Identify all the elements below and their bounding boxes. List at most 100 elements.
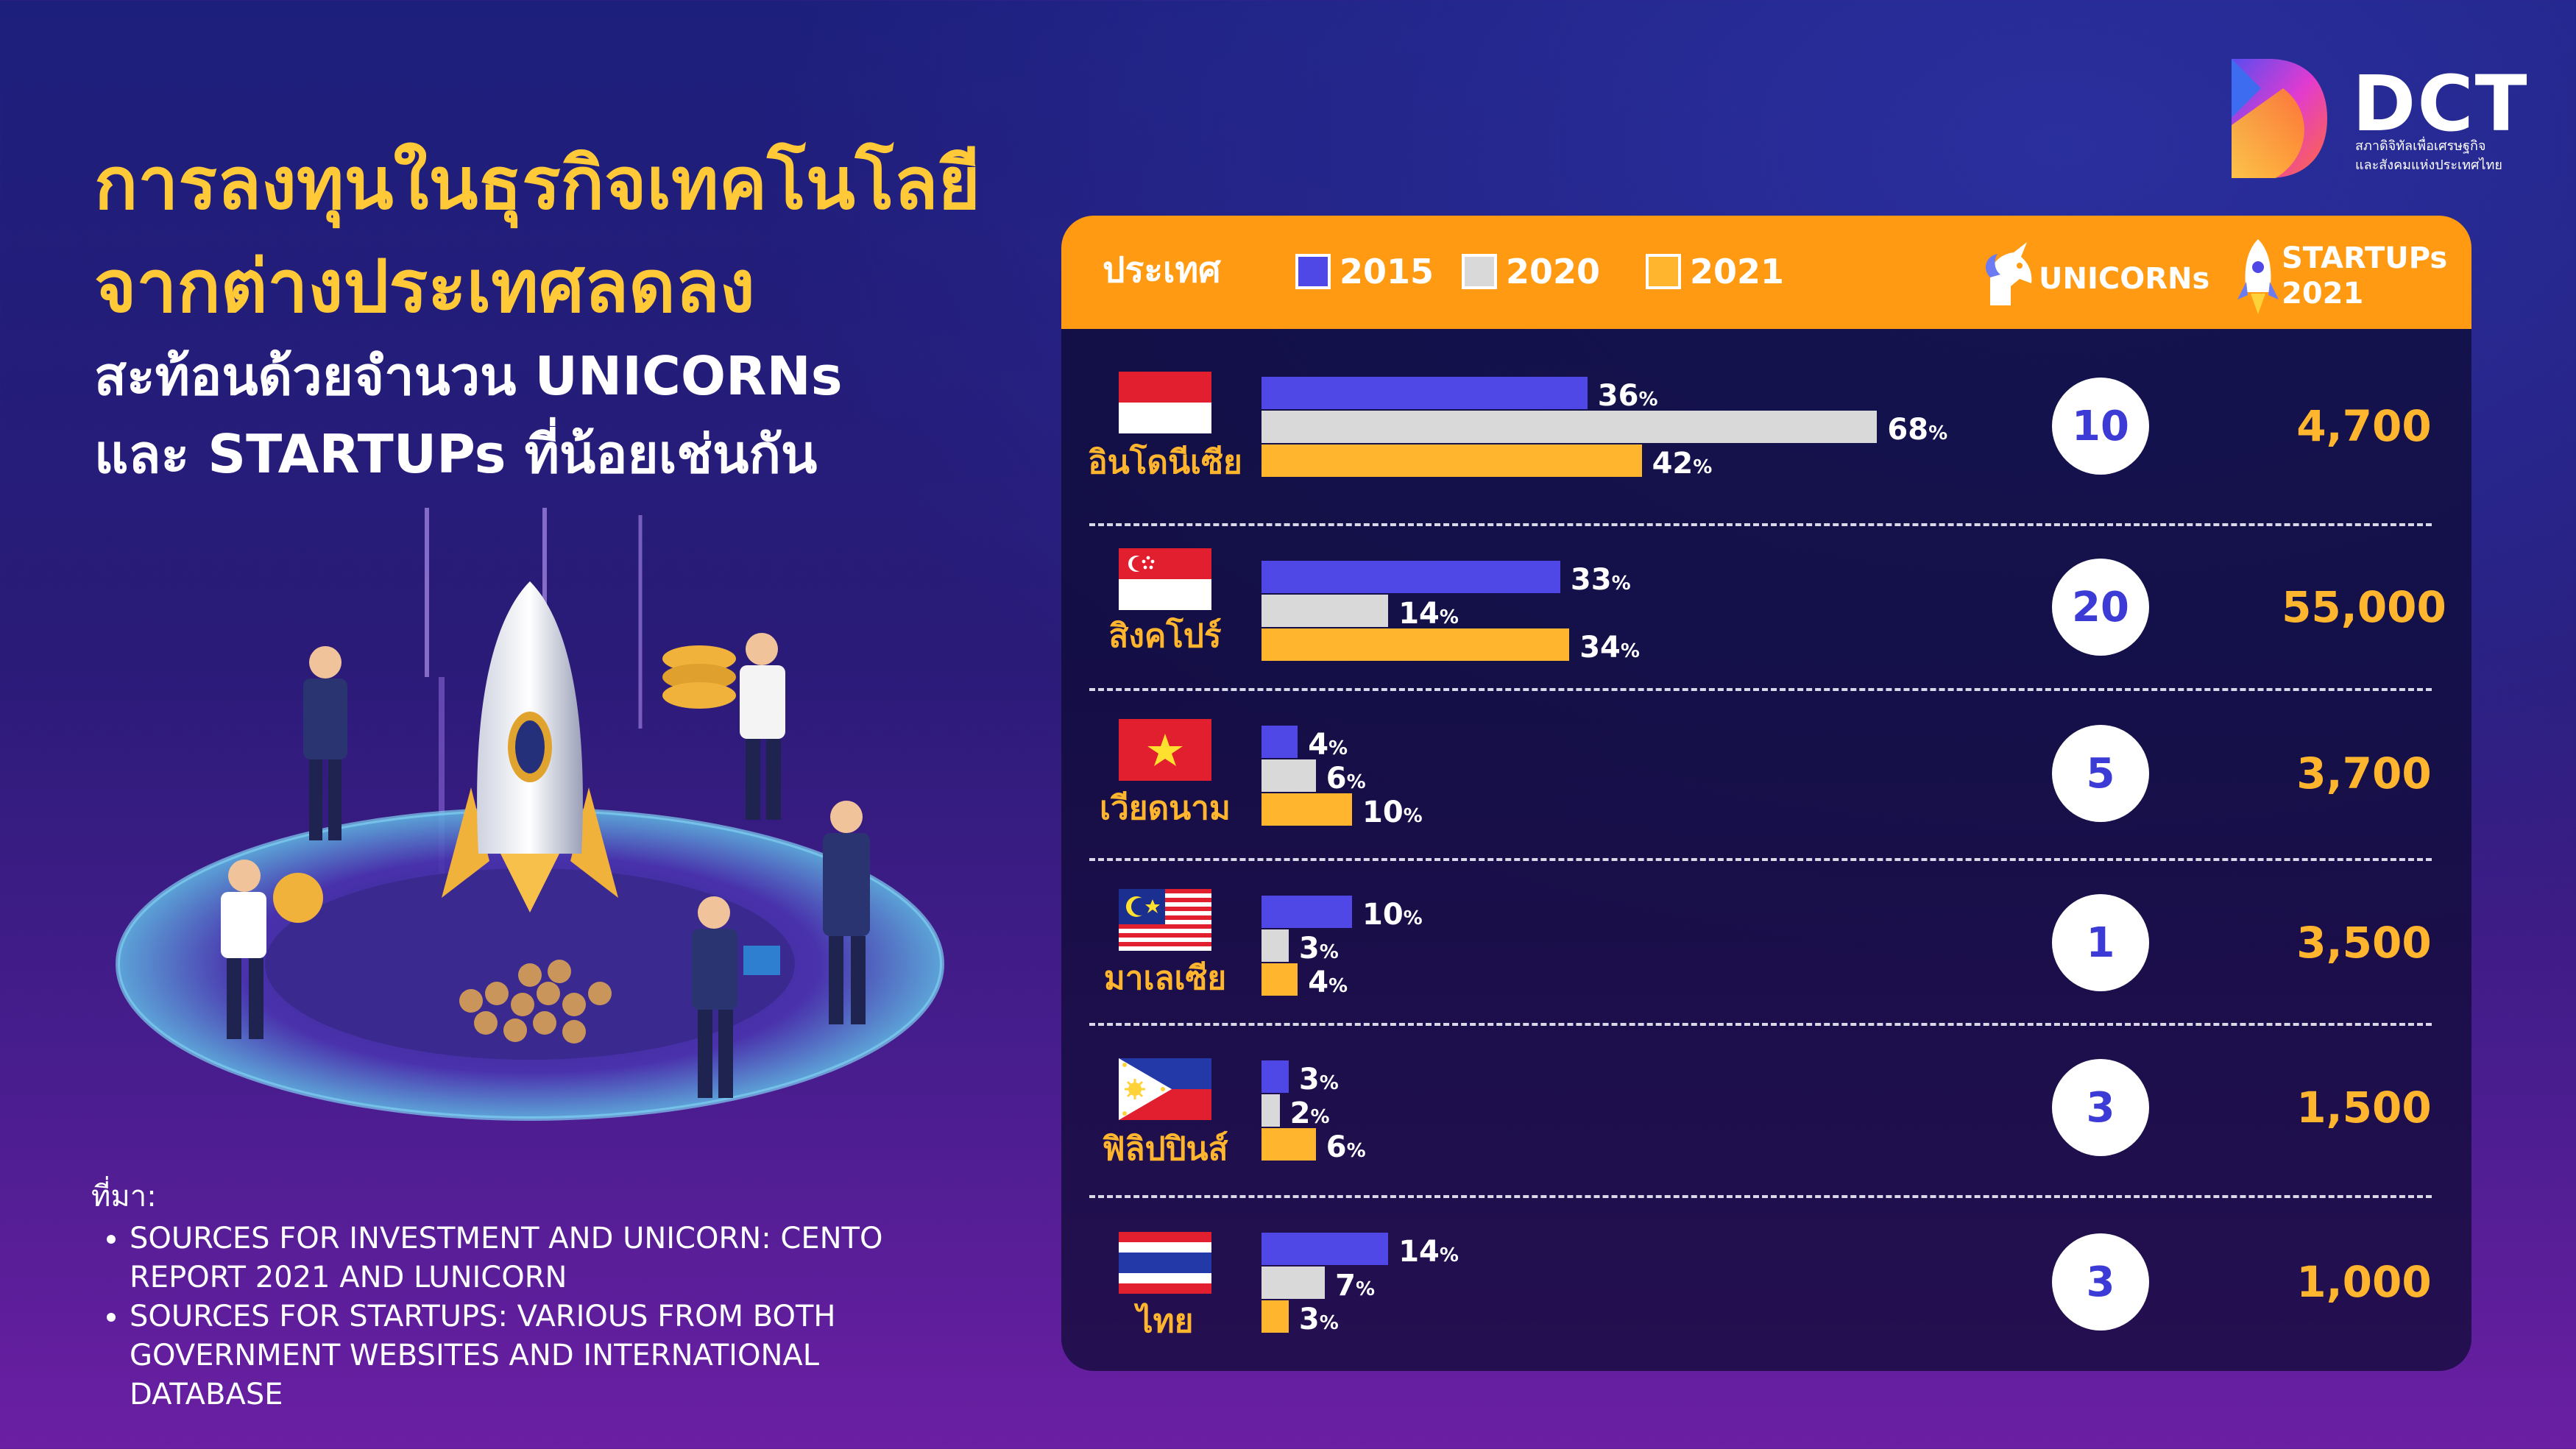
startups-header-line: STARTUPs [2282,241,2448,275]
bar-2021 [1262,1300,1289,1333]
dct-logo [2232,59,2327,178]
country-name: เวียดนาม [1100,790,1231,827]
bar-2021 [1262,963,1298,996]
subtitle-line: สะท้อนด้วยจำนวน UNICORNs [94,345,843,407]
startup-count: 3,700 [2296,748,2432,798]
bar-value-unit: % [1355,1278,1375,1300]
bar-value-label: 68% [1887,414,1947,450]
bar-2021 [1262,1128,1316,1161]
bar-2015 [1262,1233,1389,1265]
table-row: สิงคโปร์ 20 55,000 [1061,532,2471,701]
legend-label-2020: 2020 [1506,252,1601,291]
bar-value-unit: % [1403,805,1423,827]
bar-value-number: 4 [1308,728,1329,762]
bar-value-number: 6 [1326,1130,1347,1164]
page-subtitle: สะท้อนด้วยจำนวน UNICORNs และ STARTUPs ที… [94,337,843,493]
rocket-startup-illustration [116,508,944,1121]
bar-2015 [1262,377,1588,409]
table-row: อินโดนีเซีย 10 4,700 [1061,348,2471,517]
title-line: การลงทุนในธุรกิจเทคโนโลยี [94,142,980,226]
brand-tagline: สภาดิจิทัลเพื่อเศรษฐกิจ และสังคมแห่งประเ… [2355,137,2576,175]
bar-value-label: 4% [1308,729,1348,765]
source-list: SOURCES FOR INVESTMENT AND UNICORN: CENT… [91,1219,960,1414]
bar-value-label: 10% [1362,796,1423,832]
unicorn-count: 3 [2052,1059,2149,1156]
page-title: การลงทุนในธุรกิจเทคโนโลยี จากต่างประเทศล… [94,132,980,339]
row-divider [1089,688,2432,691]
country-name: มาเลเซีย [1103,960,1227,997]
philippines-flag-icon [1119,1058,1211,1120]
bar-value-label: 6% [1326,762,1366,798]
startup-count: 4,700 [2296,401,2432,451]
bar-value-number: 3 [1298,932,1320,966]
bar-value-number: 14 [1398,597,1440,631]
comparison-table-chart: ประเทศ 20 1 5 2020 2021 UNICORNs STARTUPs [1061,216,2471,1371]
bar-value-unit: % [1439,1244,1459,1266]
title-line: จากต่างประเทศลดลง [94,245,755,329]
legend-swatch-2020 [1462,254,1497,289]
country-column-header: ประเทศ [1103,249,1221,291]
bar-value-number: 3 [1298,1063,1320,1097]
source-item: SOURCES FOR STARTUPS: VARIOUS FROM BOTH … [130,1297,960,1414]
brand-tagline-line: และสังคมแห่งประเทศไทย [2355,157,2502,173]
bar-value-unit: % [1693,456,1713,478]
table-header: ประเทศ 2015 2020 2021 UNICORNs STARTUPs [1061,216,2471,329]
country-name: สิงคโปร์ [1108,617,1222,655]
legend-item-2020: 2020 [1462,252,1600,291]
bar-2021 [1262,444,1642,477]
country-name: ฟิลิปปินส์ [1102,1130,1228,1168]
unicorns-column-header: UNICORNs [2039,262,2210,296]
bar-2020 [1262,929,1289,962]
row-divider [1089,1195,2432,1198]
startup-count: 1,500 [2296,1083,2432,1133]
table-row: เวียดนาม 5 3,700 [1061,697,2471,866]
startup-count: 55,000 [2282,582,2446,632]
bar-value-number: 14 [1398,1235,1440,1269]
bar-value-unit: % [1611,573,1631,595]
startup-count: 1,000 [2296,1257,2432,1307]
bar-value-label: 14% [1398,1236,1459,1272]
singapore-flag-icon [1119,548,1211,610]
bar-value-label: 14% [1398,598,1459,634]
bar-2015 [1262,896,1352,928]
bar-2020 [1262,595,1389,627]
bar-2020 [1262,759,1316,792]
source-notes: ที่มา: SOURCES FOR INVESTMENT AND UNICOR… [91,1177,960,1414]
bar-value-label: 42% [1652,447,1713,483]
bar-value-label: 3% [1299,932,1339,968]
bar-value-label: 33% [1571,564,1631,600]
bar-value-unit: % [1403,907,1423,929]
bar-value-label: 3% [1299,1303,1339,1339]
unicorn-count: 1 [2052,894,2149,991]
legend-swatch-2015 [1295,254,1331,289]
bar-value-unit: % [1310,1106,1330,1128]
table-row: ไทย 3 1,000 [1061,1204,2471,1371]
bar-value-unit: % [1638,389,1658,411]
bar-value-number: 7 [1335,1269,1356,1303]
vietnam-flag-icon [1119,719,1211,781]
bar-value-number: 2 [1289,1097,1311,1130]
bar-value-label: 36% [1598,380,1658,416]
unicorn-count: 5 [2052,725,2149,822]
bar-value-label: 34% [1579,631,1640,667]
bar-value-number: 42 [1652,447,1694,481]
unicorn-count: 3 [2052,1233,2149,1331]
legend-item-2021: 2021 [1646,252,1784,291]
bar-value-unit: % [1328,737,1348,759]
legend-label-2021: 2021 [1690,252,1785,291]
bar-2021 [1262,793,1352,826]
bar-2015 [1262,726,1298,758]
source-item: SOURCES FOR INVESTMENT AND UNICORN: CENT… [130,1219,960,1297]
startups-header-line: 2021 [2282,277,2364,311]
bar-value-number: 3 [1298,1303,1320,1336]
thailand-flag-icon [1119,1232,1211,1294]
country-name: อินโดนีเซีย [1088,444,1242,481]
bar-value-unit: % [1346,1140,1366,1162]
brand-name: DCT [2352,59,2529,149]
bar-value-unit: % [1328,975,1348,997]
bar-value-label: 7% [1335,1269,1375,1305]
rocket-icon [2237,239,2279,314]
unicorn-icon [1986,242,2032,305]
unicorn-count: 20 [2052,559,2149,656]
bar-value-number: 4 [1308,966,1329,999]
